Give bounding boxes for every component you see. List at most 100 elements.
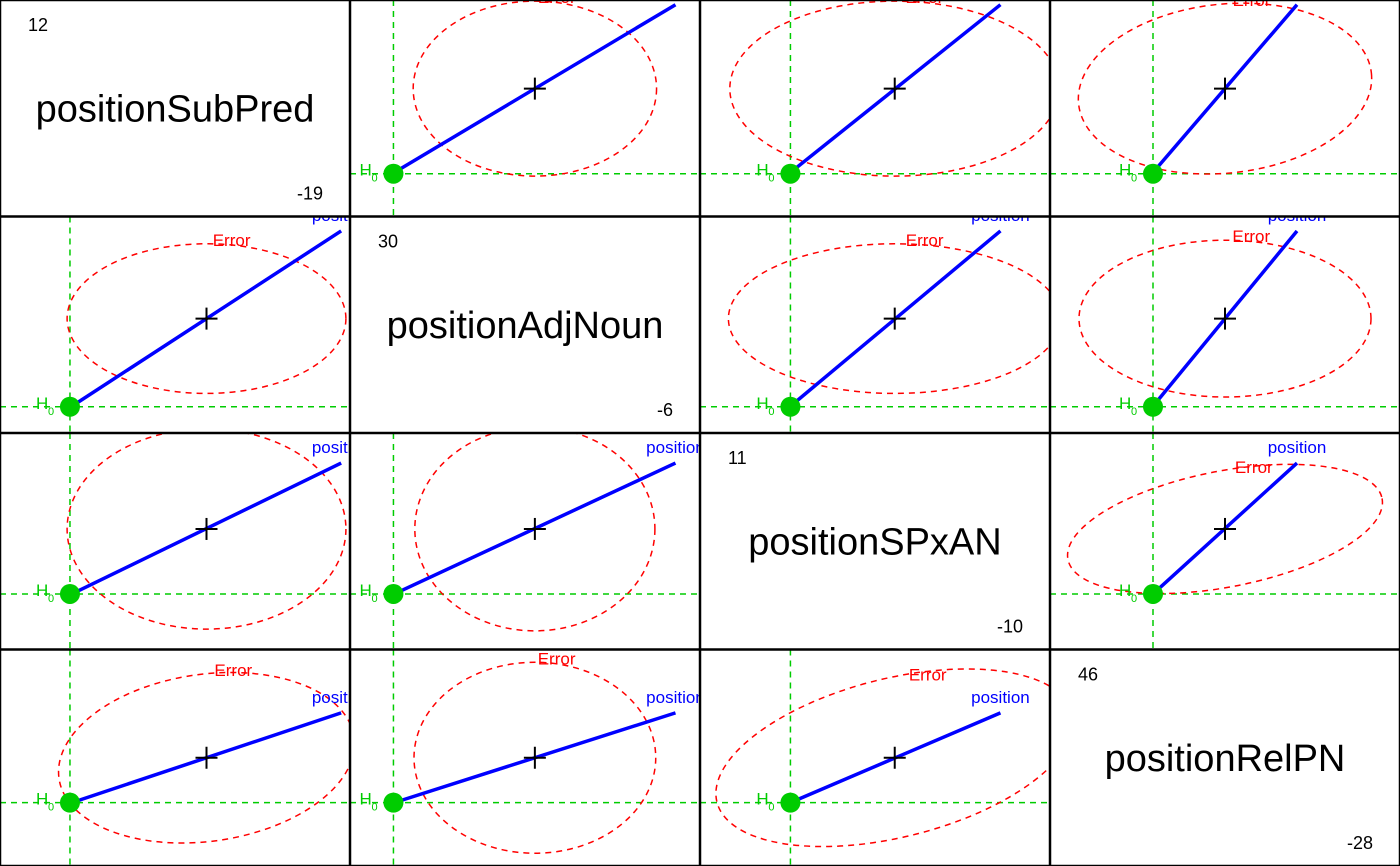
- h0-point: [59, 396, 80, 417]
- diag-min-label: -28: [1347, 833, 1373, 853]
- diag-max-label: 46: [1078, 665, 1098, 685]
- diag-variable-label: positionSubPred: [36, 88, 315, 130]
- error-label: Error: [1233, 0, 1271, 10]
- panel-frame: [349, 0, 701, 217]
- error-ellipse: [66, 243, 347, 395]
- panel-frame: [0, 0, 351, 217]
- h0-point: [383, 163, 404, 184]
- panel-positionSubPred-positionRelPN: Error position H 0: [0, 649, 371, 866]
- error-label: Error: [538, 649, 576, 668]
- effect-label: position: [971, 206, 1030, 225]
- error-label: Error: [1235, 458, 1273, 477]
- panel-frame: [699, 649, 1051, 866]
- panel-frame: [0, 432, 351, 650]
- h0-label: H: [359, 581, 371, 600]
- error-ellipse: [715, 668, 1050, 848]
- panel-positionRelPN-positionAdjNoun: Error position H 0: [1050, 206, 1400, 433]
- h0-point: [59, 792, 80, 813]
- effect-label: position: [646, 438, 705, 457]
- panel-positionSubPred-positionAdjNoun: Error position H 0: [0, 206, 371, 433]
- error-ellipse: [414, 433, 656, 632]
- error-ellipse: [1078, 239, 1372, 398]
- h0-label: H: [756, 161, 768, 180]
- panel-positionSPxAN-positionSPxAN: 11 positionSPxAN -10: [728, 448, 1023, 637]
- error-ellipse: [66, 433, 347, 630]
- effect-label: position: [646, 688, 705, 707]
- h0-subscript: 0: [1131, 173, 1137, 185]
- diag-max-label: 30: [378, 232, 398, 252]
- h0-point: [780, 163, 801, 184]
- panel-positionAdjNoun-positionRelPN: Error position H 0: [350, 649, 705, 866]
- panel-frame: [349, 216, 701, 434]
- effect-label: position: [971, 688, 1030, 707]
- h0-subscript: 0: [768, 406, 774, 418]
- error-label: Error: [214, 661, 252, 680]
- panel-positionAdjNoun-positionAdjNoun: 30 positionAdjNoun -6: [378, 232, 673, 421]
- h0-subscript: 0: [1131, 593, 1137, 605]
- error-ellipse: [413, 661, 657, 854]
- diag-min-label: -19: [297, 184, 323, 204]
- h0-label: H: [359, 161, 371, 180]
- panel-frame: [699, 0, 1051, 217]
- panel-positionAdjNoun-positionSPxAN: Error position H 0: [350, 414, 705, 650]
- h0-subscript: 0: [48, 593, 54, 605]
- error-label: Error: [538, 414, 576, 433]
- h0-point: [1143, 583, 1163, 604]
- h0-label: H: [1119, 581, 1131, 600]
- h0-subscript: 0: [1131, 406, 1137, 418]
- h0-subscript: 0: [371, 173, 377, 185]
- effect-label: position: [312, 438, 371, 457]
- h0-point: [780, 792, 801, 813]
- h0-subscript: 0: [371, 593, 377, 605]
- h0-label: H: [1119, 161, 1131, 180]
- error-ellipse: [1066, 463, 1384, 595]
- error-label: Error: [909, 665, 947, 684]
- diag-variable-label: positionAdjNoun: [387, 305, 664, 347]
- error-label: Error: [538, 0, 576, 7]
- h0-point: [1143, 163, 1163, 184]
- error-ellipse: [727, 243, 1050, 395]
- panel-frame: [1049, 0, 1400, 217]
- effect-label: position: [1268, 206, 1327, 225]
- panel-frame: [349, 432, 701, 650]
- panel-positionRelPN-positionRelPN: 46 positionRelPN -28: [1078, 665, 1373, 854]
- panel-positionSPxAN-positionRelPN: Error position H 0: [700, 649, 1050, 866]
- h0-label: H: [36, 581, 48, 600]
- h0-point: [383, 792, 404, 813]
- diag-min-label: -6: [657, 400, 673, 420]
- h0-label: H: [756, 394, 768, 413]
- diag-max-label: 12: [28, 15, 48, 35]
- h0-point: [1143, 396, 1163, 417]
- effect-label: position: [1268, 438, 1327, 457]
- diag-max-label: 11: [728, 448, 747, 468]
- error-label: Error: [906, 0, 944, 7]
- panel-frame: [699, 216, 1051, 434]
- panel-positionSPxAN-positionAdjNoun: Error position H 0: [700, 206, 1050, 433]
- error-label: Error: [906, 231, 944, 250]
- h0-subscript: 0: [48, 802, 54, 814]
- error-label: Error: [1232, 227, 1270, 246]
- panel-frame: [1049, 432, 1400, 650]
- effect-label: position: [312, 688, 371, 707]
- diag-variable-label: positionSPxAN: [748, 521, 1001, 563]
- panel-frame: [699, 432, 1051, 650]
- diag-min-label: -10: [997, 617, 1023, 637]
- effect-label: position: [312, 206, 371, 225]
- h0-subscript: 0: [371, 802, 377, 814]
- h0-label: H: [36, 790, 48, 809]
- h0-subscript: 0: [768, 173, 774, 185]
- h0-subscript: 0: [48, 406, 54, 418]
- error-label: Error: [213, 231, 251, 250]
- h0-point: [59, 583, 80, 604]
- h0-label: H: [756, 790, 768, 809]
- h0-label: H: [1119, 394, 1131, 413]
- h0-subscript: 0: [768, 802, 774, 814]
- error-ellipse: [1077, 2, 1373, 175]
- h0-point: [383, 583, 404, 604]
